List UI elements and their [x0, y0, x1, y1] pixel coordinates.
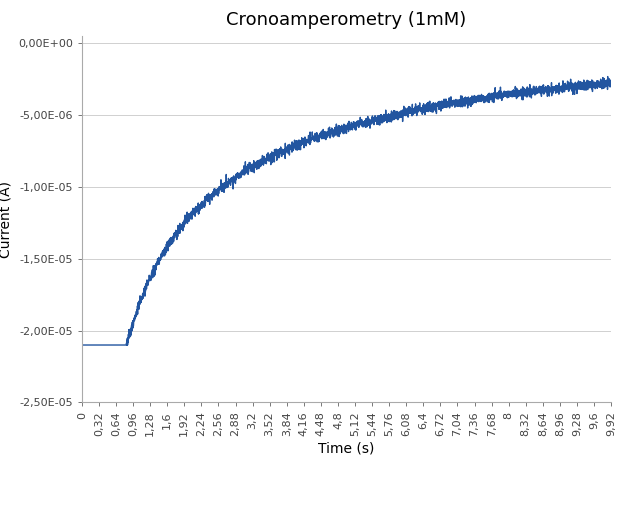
- X-axis label: Time (s): Time (s): [318, 442, 375, 456]
- Title: Cronoamperometry (1mM): Cronoamperometry (1mM): [226, 11, 467, 29]
- Y-axis label: Current (A): Current (A): [0, 181, 13, 258]
